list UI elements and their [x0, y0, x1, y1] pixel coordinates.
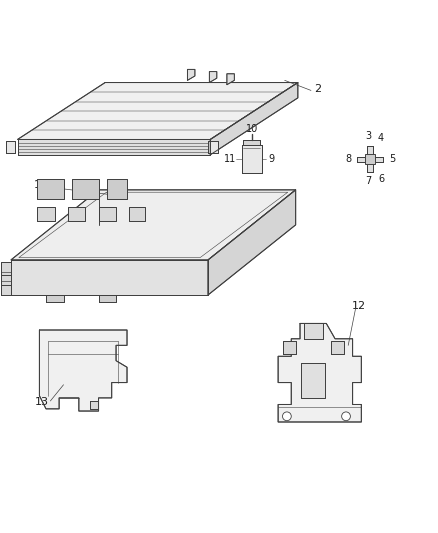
- Polygon shape: [357, 157, 383, 162]
- Circle shape: [283, 412, 291, 421]
- Polygon shape: [365, 154, 375, 165]
- Text: 12: 12: [352, 301, 366, 311]
- Polygon shape: [46, 295, 64, 302]
- Text: 6: 6: [378, 174, 384, 184]
- Polygon shape: [107, 179, 127, 199]
- Polygon shape: [208, 141, 218, 154]
- Polygon shape: [129, 207, 145, 221]
- Polygon shape: [99, 295, 116, 302]
- Text: 5: 5: [389, 154, 395, 164]
- Text: 13: 13: [35, 397, 49, 407]
- Polygon shape: [242, 145, 261, 173]
- Polygon shape: [6, 141, 15, 154]
- Polygon shape: [11, 190, 296, 260]
- Text: 3: 3: [365, 132, 371, 141]
- Text: 11: 11: [224, 154, 236, 164]
- Polygon shape: [367, 146, 373, 172]
- Polygon shape: [244, 140, 260, 145]
- Polygon shape: [331, 341, 344, 354]
- Polygon shape: [187, 69, 195, 80]
- Polygon shape: [18, 83, 298, 140]
- Polygon shape: [304, 324, 323, 339]
- Text: 8: 8: [345, 154, 351, 164]
- Polygon shape: [11, 260, 208, 295]
- Polygon shape: [301, 363, 325, 398]
- Polygon shape: [208, 190, 296, 295]
- Polygon shape: [1, 272, 11, 285]
- Polygon shape: [90, 401, 98, 409]
- Polygon shape: [1, 281, 11, 295]
- Polygon shape: [1, 262, 11, 275]
- Polygon shape: [37, 207, 55, 221]
- Polygon shape: [209, 71, 217, 83]
- Polygon shape: [99, 207, 116, 221]
- Text: 2: 2: [314, 84, 321, 94]
- Circle shape: [342, 412, 350, 421]
- Polygon shape: [37, 179, 64, 199]
- Polygon shape: [278, 324, 361, 422]
- Polygon shape: [227, 74, 234, 85]
- Polygon shape: [39, 330, 127, 411]
- Polygon shape: [72, 179, 99, 199]
- Text: 4: 4: [378, 133, 384, 143]
- Polygon shape: [68, 207, 85, 221]
- Polygon shape: [283, 341, 296, 354]
- Text: 7: 7: [365, 176, 371, 186]
- Polygon shape: [18, 140, 210, 155]
- Text: 9: 9: [268, 154, 274, 164]
- Text: 1: 1: [34, 181, 41, 190]
- Text: 10: 10: [246, 124, 258, 134]
- Polygon shape: [210, 83, 298, 155]
